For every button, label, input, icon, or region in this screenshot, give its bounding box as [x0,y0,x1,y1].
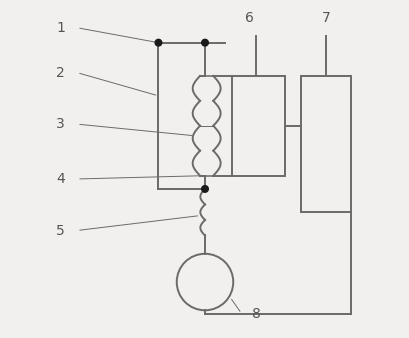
Circle shape [155,39,162,46]
Bar [301,76,351,212]
Text: 1: 1 [56,21,65,35]
Circle shape [201,39,208,46]
Circle shape [201,186,208,192]
Text: 8: 8 [252,307,261,321]
Text: 2: 2 [56,66,65,79]
Text: 4: 4 [56,172,65,186]
Text: 6: 6 [245,11,254,25]
Bar [231,76,284,176]
Text: 3: 3 [56,117,65,131]
Text: 7: 7 [321,11,330,25]
Text: 5: 5 [56,223,65,238]
